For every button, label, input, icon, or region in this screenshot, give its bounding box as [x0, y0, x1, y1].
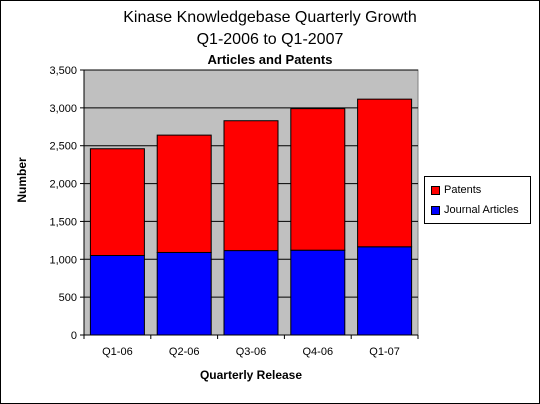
chart-title: Kinase Knowledgebase Quarterly Growth [123, 9, 417, 26]
y-tick-label: 1,000 [49, 254, 77, 266]
bar-segment-journal-articles [156, 251, 212, 336]
bar-segment-patents [89, 148, 145, 256]
y-tick-label: 2,500 [49, 141, 77, 153]
legend-swatch-patents [431, 185, 440, 195]
bar-segment-patents [290, 108, 346, 251]
y-tick-label: 3,000 [49, 103, 77, 115]
chart-legend: Patents Journal Articles [424, 176, 531, 224]
bar-segment-journal-articles [223, 250, 279, 336]
x-axis-title: Quarterly Release [200, 368, 302, 382]
legend-item-patents: Patents [431, 183, 481, 197]
y-tick-label: 1,500 [49, 216, 77, 228]
chart-subtitle-series: Articles and Patents [207, 52, 333, 67]
x-tick-label: Q1-06 [102, 346, 133, 358]
bar-segment-patents [357, 98, 413, 248]
y-tick-label: 500 [59, 292, 77, 304]
y-tick-label: 2,000 [49, 179, 77, 191]
legend-label-patents: Patents [444, 184, 482, 196]
y-tick-label: 3,500 [49, 65, 77, 77]
bar-segment-patents [156, 134, 212, 253]
x-tick-label: Q1-07 [369, 346, 400, 358]
bar-segment-journal-articles [357, 246, 413, 336]
y-axis-title: Number [15, 157, 29, 203]
legend-item-journal-articles: Journal Articles [431, 203, 519, 217]
legend-swatch-journal-articles [431, 205, 440, 215]
x-tick-label: Q3-06 [236, 346, 267, 358]
bar-segment-journal-articles [290, 249, 346, 336]
y-tick-label: 0 [71, 330, 77, 342]
x-tick-label: Q2-06 [169, 346, 200, 358]
chart-subtitle-dates: Q1-2006 to Q1-2007 [196, 31, 344, 48]
bar-segment-patents [223, 120, 279, 252]
x-tick-label: Q4-06 [303, 346, 334, 358]
bar-segment-journal-articles [89, 255, 145, 336]
legend-label-journal-articles: Journal Articles [444, 204, 519, 216]
